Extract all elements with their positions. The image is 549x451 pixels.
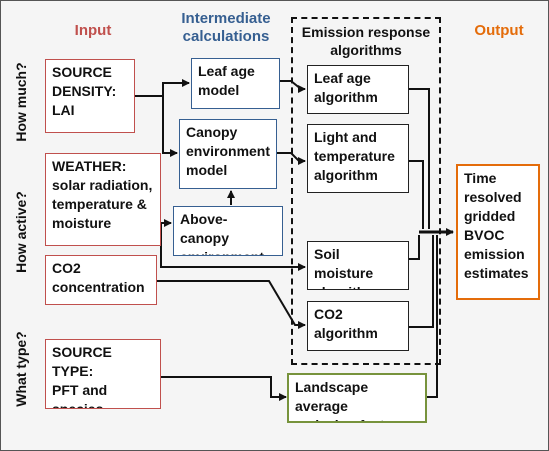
weather-line-4: moisture <box>52 215 112 231</box>
side-label-how-much: How much? <box>13 62 29 142</box>
leaf-age-algorithm-line-1: Leaf age <box>314 70 371 86</box>
source-density-box: SOURCE DENSITY: LAI <box>45 59 135 133</box>
weather-box: WEATHER: solar radiation, temperature & … <box>45 153 161 246</box>
arrow-weather-to-soil <box>160 223 306 271</box>
co2-line-2: concentration <box>52 279 145 295</box>
weather-line-1: WEATHER: <box>52 158 127 174</box>
bus-leaf-age-out <box>409 88 430 229</box>
side-label-what-type: What type? <box>13 331 29 407</box>
emission-header-line-1: Emission response <box>301 24 431 40</box>
output-header: Output <box>474 22 524 39</box>
output-line-3: gridded <box>464 208 516 224</box>
co2-concentration-box: CO2 concentration <box>45 255 157 305</box>
co2-algorithm-box: CO2 algorithm <box>307 301 409 351</box>
source-density-line-1: SOURCE <box>52 64 112 80</box>
leaf-age-model-line-1: Leaf age <box>198 63 255 79</box>
canopy-model-line-1: Canopy <box>186 124 238 140</box>
arrow-lai-to-leaf-age-model <box>135 79 190 97</box>
side-label-how-active: How active? <box>13 191 29 273</box>
landscape-line-2: emission factors <box>295 416 419 421</box>
bus-co2-out <box>409 235 434 328</box>
above-canopy-line-2: environment <box>180 248 276 255</box>
co2-line-1: CO2 <box>52 260 81 276</box>
leaf-age-model-line-2: model <box>198 82 240 98</box>
intermediate-header-line-1: Intermediate <box>181 10 271 27</box>
arrow-canopy-to-light-temp <box>277 152 306 165</box>
output-line-4: BVOC <box>464 227 505 243</box>
intermediate-header-line-2: calculations <box>182 28 270 45</box>
canopy-environment-model-box: Canopy environment model <box>179 119 277 189</box>
output-box: Time resolved gridded BVOC emission esti… <box>456 164 540 300</box>
light-temp-line-2: temperature <box>314 148 395 164</box>
emission-header-line-2: algorithms <box>330 42 402 58</box>
co2-algorithm-line-1: CO2 <box>314 306 343 322</box>
output-line-1: Time <box>464 170 497 186</box>
arrow-lai-to-canopy-model <box>162 96 178 157</box>
output-line-6: estimates <box>464 265 529 281</box>
above-canopy-line-1: Above-canopy <box>180 211 230 246</box>
arrow-co2-to-algorithm <box>157 280 306 329</box>
landscape-emission-factors-box: Landscape average emission factors <box>287 373 427 423</box>
bus-landscape-out <box>427 235 438 398</box>
source-type-line-1: SOURCE TYPE: <box>52 344 112 379</box>
leaf-age-algorithm-line-2: algorithm <box>314 89 378 105</box>
weather-line-3: temperature & <box>52 196 147 212</box>
emission-response-group <box>291 17 441 365</box>
soil-moisture-algorithm-box: Soil moisture algorithm <box>307 241 409 290</box>
source-type-box: SOURCE TYPE: PFT and species composition <box>45 339 161 409</box>
leaf-age-model-box: Leaf age model <box>191 58 280 109</box>
intermediate-header: Intermediate calculations <box>171 10 281 46</box>
emission-header: Emission response algorithms <box>293 23 439 59</box>
source-density-line-3: LAI <box>52 102 75 118</box>
source-density-line-2: DENSITY: <box>52 83 117 99</box>
arrow-source-type-to-landscape <box>161 376 287 401</box>
soil-moisture-line-2: algorithm <box>314 283 402 289</box>
light-temp-line-3: algorithm <box>314 167 378 183</box>
soil-moisture-line-1: Soil moisture <box>314 246 374 281</box>
input-header: Input <box>74 22 112 39</box>
canopy-model-line-3: model <box>186 162 228 178</box>
weather-line-2: solar radiation, <box>52 177 153 193</box>
output-line-5: emission <box>464 246 525 262</box>
light-temp-line-1: Light and <box>314 129 377 145</box>
bus-soil-out <box>409 235 420 260</box>
source-type-line-2: PFT and species <box>52 382 108 409</box>
light-temperature-algorithm-box: Light and temperature algorithm <box>307 124 409 193</box>
leaf-age-algorithm-box: Leaf age algorithm <box>307 65 409 114</box>
bus-light-temp-out <box>409 160 424 229</box>
arrow-leaf-age-model-to-algorithm <box>280 80 306 93</box>
landscape-line-1: Landscape average <box>295 379 369 414</box>
output-line-2: resolved <box>464 189 522 205</box>
canopy-model-line-2: environment <box>186 143 271 159</box>
above-canopy-environment-box: Above-canopy environment <box>173 206 283 256</box>
co2-algorithm-line-2: algorithm <box>314 325 378 341</box>
